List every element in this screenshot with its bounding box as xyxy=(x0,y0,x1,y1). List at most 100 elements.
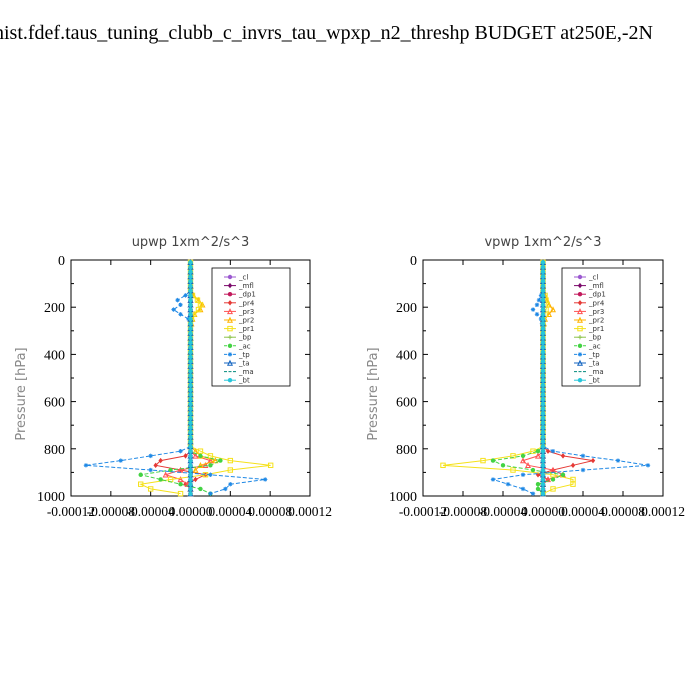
x-tick-label: 0.00000 xyxy=(521,504,565,519)
data-point xyxy=(188,269,193,274)
data-point xyxy=(590,457,596,464)
x-tick-label: 0.00004 xyxy=(208,504,252,519)
data-point xyxy=(188,486,193,492)
data-point xyxy=(192,452,199,459)
legend-marker xyxy=(577,282,583,289)
legend-label: _cl xyxy=(588,274,598,282)
legend-marker xyxy=(576,359,584,366)
x-tick-label: 0.00008 xyxy=(248,504,292,519)
data-point xyxy=(192,466,199,473)
data-point xyxy=(158,457,163,464)
y-tick-label: 600 xyxy=(396,396,417,411)
data-point xyxy=(162,471,169,478)
data-point xyxy=(188,425,193,430)
x-tick-label: 0.00012 xyxy=(288,504,332,519)
data-point xyxy=(188,406,193,411)
legend-label: _ta xyxy=(238,360,250,368)
data-point xyxy=(540,269,546,274)
data-point xyxy=(193,476,198,483)
data-point xyxy=(540,326,546,331)
data-point xyxy=(188,364,193,369)
data-point xyxy=(188,397,193,402)
y-tick-label: 0 xyxy=(58,254,65,269)
series-ac xyxy=(490,260,566,496)
data-point xyxy=(540,448,546,454)
data-point xyxy=(549,306,557,313)
data-point xyxy=(178,448,183,454)
x-tick-label: -0.00012 xyxy=(399,504,447,519)
legend-marker xyxy=(227,282,233,289)
x-tick-label: -0.00004 xyxy=(126,504,175,519)
data-point xyxy=(540,387,546,392)
data-point xyxy=(540,345,546,350)
legend-label: _mfl xyxy=(238,282,254,290)
y-tick-label: 600 xyxy=(44,396,65,411)
legend: _cl_mfl_dp1_pr4_pr3_pr2_pr1_bp_ac_tp_ta_… xyxy=(211,267,291,387)
data-point xyxy=(645,463,651,468)
data-point xyxy=(540,415,546,421)
data-point xyxy=(188,264,193,270)
data-point xyxy=(615,458,621,463)
chart-title: upwp 1xm^2/s^3 xyxy=(132,235,250,250)
data-point xyxy=(188,491,193,496)
data-point xyxy=(519,457,527,464)
data-point xyxy=(208,463,213,468)
data-point xyxy=(540,335,546,341)
data-point xyxy=(188,463,193,468)
x-tick-label: -0.00012 xyxy=(47,504,95,519)
data-point xyxy=(530,307,536,312)
chart-2: vpwp 1xm^2/s^3 Pressure [hPa] 0 200 400 600 80… xyxy=(366,235,685,519)
legend-marker xyxy=(576,316,584,323)
data-point xyxy=(188,387,193,392)
data-point xyxy=(183,453,188,459)
data-point xyxy=(188,345,193,350)
data-point xyxy=(188,411,193,416)
series-bt xyxy=(188,260,193,496)
data-point xyxy=(540,288,546,293)
data-point xyxy=(168,467,173,473)
data-point xyxy=(197,448,204,454)
data-point xyxy=(262,477,268,482)
data-point xyxy=(188,279,193,284)
series-line xyxy=(442,262,574,495)
page-title-text: hist.fdef.taus_tuning_clubb_c_invrs_tau_… xyxy=(0,22,653,44)
data-point xyxy=(560,453,566,459)
data-point xyxy=(540,378,546,383)
data-point xyxy=(505,482,511,487)
legend-marker xyxy=(577,300,583,306)
legend-marker xyxy=(577,325,583,332)
data-point xyxy=(153,462,158,469)
data-point xyxy=(188,293,193,298)
data-point xyxy=(530,448,536,454)
series-bt xyxy=(540,260,546,496)
data-point xyxy=(540,434,546,440)
data-point xyxy=(545,310,553,317)
data-point xyxy=(540,458,546,463)
y-tick-label: 400 xyxy=(396,348,417,363)
data-point xyxy=(550,486,556,492)
y-tick-label: 800 xyxy=(44,443,65,458)
legend-label: _ta xyxy=(588,360,600,368)
data-point xyxy=(171,307,176,312)
data-point xyxy=(540,321,546,326)
data-point xyxy=(188,297,193,303)
data-point xyxy=(188,448,193,454)
legend-marker xyxy=(577,352,583,357)
data-point xyxy=(540,293,546,298)
data-point xyxy=(540,316,546,322)
data-point xyxy=(530,467,536,473)
data-point xyxy=(138,472,143,477)
y-tick-label: 1000 xyxy=(37,490,65,505)
data-point xyxy=(540,472,546,477)
data-point xyxy=(540,354,546,359)
data-point xyxy=(540,302,546,308)
data-point xyxy=(540,453,546,459)
data-point xyxy=(534,312,540,317)
data-point xyxy=(188,467,193,473)
data-point xyxy=(188,330,193,336)
data-point xyxy=(540,430,546,435)
data-point xyxy=(188,482,193,487)
data-point xyxy=(524,462,532,469)
data-point xyxy=(223,486,228,492)
legend-box xyxy=(211,267,291,387)
